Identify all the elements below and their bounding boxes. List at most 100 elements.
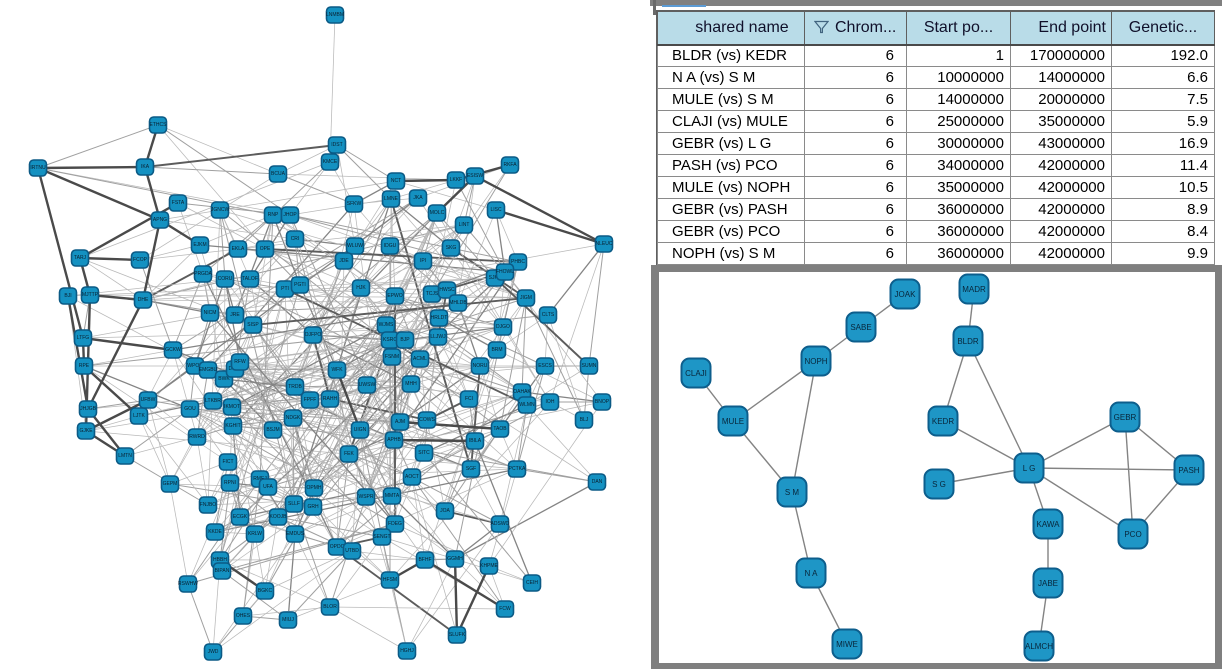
svg-text:BFHF: BFHF	[418, 557, 431, 563]
svg-text:IKA: IKA	[141, 164, 150, 170]
svg-text:HGHJ: HGHJ	[400, 648, 414, 654]
svg-text:MHH: MHH	[405, 381, 417, 387]
svg-text:GEBR: GEBR	[1114, 413, 1137, 422]
svg-text:CLTS: CLTS	[542, 312, 555, 318]
svg-text:LTFG: LTFG	[77, 335, 90, 341]
svg-text:KRLW: KRLW	[248, 531, 262, 537]
svg-text:SLUFK: SLUFK	[449, 632, 466, 638]
svg-text:FPFF: FPFF	[304, 397, 317, 403]
svg-text:JOAK: JOAK	[895, 290, 917, 299]
svg-text:BRM: BRM	[491, 347, 502, 353]
svg-text:SJKR: SJKR	[489, 275, 502, 281]
svg-text:BJI: BJI	[64, 293, 71, 299]
svg-text:RPNI: RPNI	[224, 480, 236, 486]
svg-text:ESISW: ESISW	[467, 173, 483, 179]
svg-text:JIGM: JIGM	[520, 295, 532, 301]
svg-text:NCT: NCT	[391, 178, 401, 184]
svg-text:TAOB: TAOB	[493, 426, 507, 432]
svg-text:APNG: APNG	[153, 217, 167, 223]
svg-text:LMTN: LMTN	[118, 453, 132, 459]
svg-text:TALOF: TALOF	[242, 276, 258, 282]
svg-text:UTBD: UTBD	[345, 548, 359, 554]
svg-text:EPWO: EPWO	[387, 293, 402, 299]
svg-text:PASH: PASH	[1178, 466, 1199, 475]
svg-text:JWD: JWD	[208, 649, 219, 655]
svg-text:CEIH: CEIH	[526, 580, 538, 586]
svg-text:IBILA: IBILA	[469, 438, 482, 444]
svg-text:S M: S M	[785, 488, 800, 497]
svg-text:SENGT: SENGT	[373, 534, 390, 540]
svg-text:KAWA: KAWA	[1037, 520, 1061, 529]
svg-text:SGF: SGF	[466, 466, 476, 472]
svg-text:KMCE: KMCE	[323, 159, 338, 165]
svg-text:IKMOT: IKMOT	[224, 404, 240, 410]
svg-text:HWSC: HWSC	[439, 287, 455, 293]
svg-text:UFA: UFA	[263, 484, 273, 490]
svg-text:DHE: DHE	[138, 297, 149, 303]
svg-text:GGMH: GGMH	[447, 556, 463, 562]
svg-text:IOH: IOH	[546, 399, 555, 405]
svg-text:JKA: JKA	[413, 195, 423, 201]
svg-text:FSNM: FSNM	[385, 354, 399, 360]
svg-text:MADR: MADR	[962, 285, 986, 294]
svg-text:EMDUS: EMDUS	[286, 531, 305, 537]
svg-text:SKG: SKG	[446, 245, 457, 251]
svg-text:GJKE: GJKE	[79, 428, 93, 434]
svg-text:CRI: CRI	[291, 236, 300, 242]
svg-text:CLAJI: CLAJI	[685, 369, 707, 378]
svg-text:RMEJ: RMEJ	[253, 476, 267, 482]
svg-text:APHB: APHB	[387, 437, 401, 443]
svg-text:SFKW: SFKW	[347, 201, 362, 207]
svg-text:RPE: RPE	[79, 363, 90, 369]
svg-text:LKKF: LKKF	[450, 177, 463, 183]
svg-text:LTKBR: LTKBR	[205, 398, 221, 404]
svg-text:IRTNU: IRTNU	[30, 165, 46, 171]
svg-text:SITC: SITC	[418, 450, 430, 456]
svg-text:LJTK: LJTK	[133, 413, 145, 419]
svg-text:IPI: IPI	[420, 258, 426, 264]
svg-text:OPMH: OPMH	[307, 485, 322, 491]
svg-text:FCOP: FCOP	[133, 257, 148, 263]
svg-text:L G: L G	[1023, 464, 1036, 473]
svg-text:OPDC: OPDC	[330, 544, 345, 550]
svg-text:PGTI: PGTI	[294, 282, 306, 288]
svg-text:RFW: RFW	[234, 359, 246, 365]
svg-text:N A: N A	[805, 569, 819, 578]
svg-text:PCTKA: PCTKA	[509, 466, 526, 472]
svg-text:FICT: FICT	[222, 459, 233, 465]
svg-text:JRE: JRE	[230, 312, 240, 318]
svg-text:LLJWJ: LLJWJ	[430, 334, 446, 340]
svg-text:BGKC: BGKC	[258, 588, 273, 594]
svg-text:LMNE: LMNE	[384, 196, 399, 202]
svg-text:FCI: FCI	[465, 396, 473, 402]
svg-text:HBBH: HBBH	[213, 557, 227, 563]
svg-text:AOCT: AOCT	[405, 474, 419, 480]
svg-text:HFSM: HFSM	[383, 577, 397, 583]
svg-text:SISP: SISP	[247, 322, 259, 328]
svg-text:SABE: SABE	[850, 323, 871, 332]
svg-text:FCW: FCW	[499, 606, 511, 612]
svg-text:WFK: WFK	[331, 367, 343, 373]
svg-text:EMGBU: EMGBU	[199, 367, 218, 373]
svg-text:WSPR: WSPR	[359, 494, 374, 500]
svg-text:OHES: OHES	[236, 613, 251, 619]
svg-text:HRLDT: HRLDT	[431, 315, 448, 321]
svg-text:BCUA: BCUA	[271, 171, 286, 177]
svg-text:EKLA: EKLA	[232, 246, 245, 252]
svg-text:BJP: BJP	[400, 337, 410, 343]
svg-text:MOLC: MOLC	[430, 210, 445, 216]
svg-text:ALMCH: ALMCH	[1025, 642, 1053, 651]
svg-text:KHPME: KHPME	[480, 563, 498, 569]
svg-text:TARJ: TARJ	[74, 255, 87, 261]
svg-text:WLMN: WLMN	[519, 402, 535, 408]
svg-text:IDST: IDST	[331, 142, 342, 148]
svg-text:ETHCS: ETHCS	[150, 122, 168, 128]
svg-text:TCJS: TCJS	[426, 291, 439, 297]
svg-text:RAHH: RAHH	[323, 396, 338, 402]
svg-text:NICM: NICM	[204, 310, 217, 316]
svg-text:DAN: DAN	[592, 479, 603, 485]
svg-text:JHOP: JHOP	[283, 212, 297, 218]
svg-text:JABE: JABE	[1038, 579, 1058, 588]
svg-text:FDEG: FDEG	[388, 521, 402, 527]
svg-text:CORU: CORU	[218, 276, 233, 282]
